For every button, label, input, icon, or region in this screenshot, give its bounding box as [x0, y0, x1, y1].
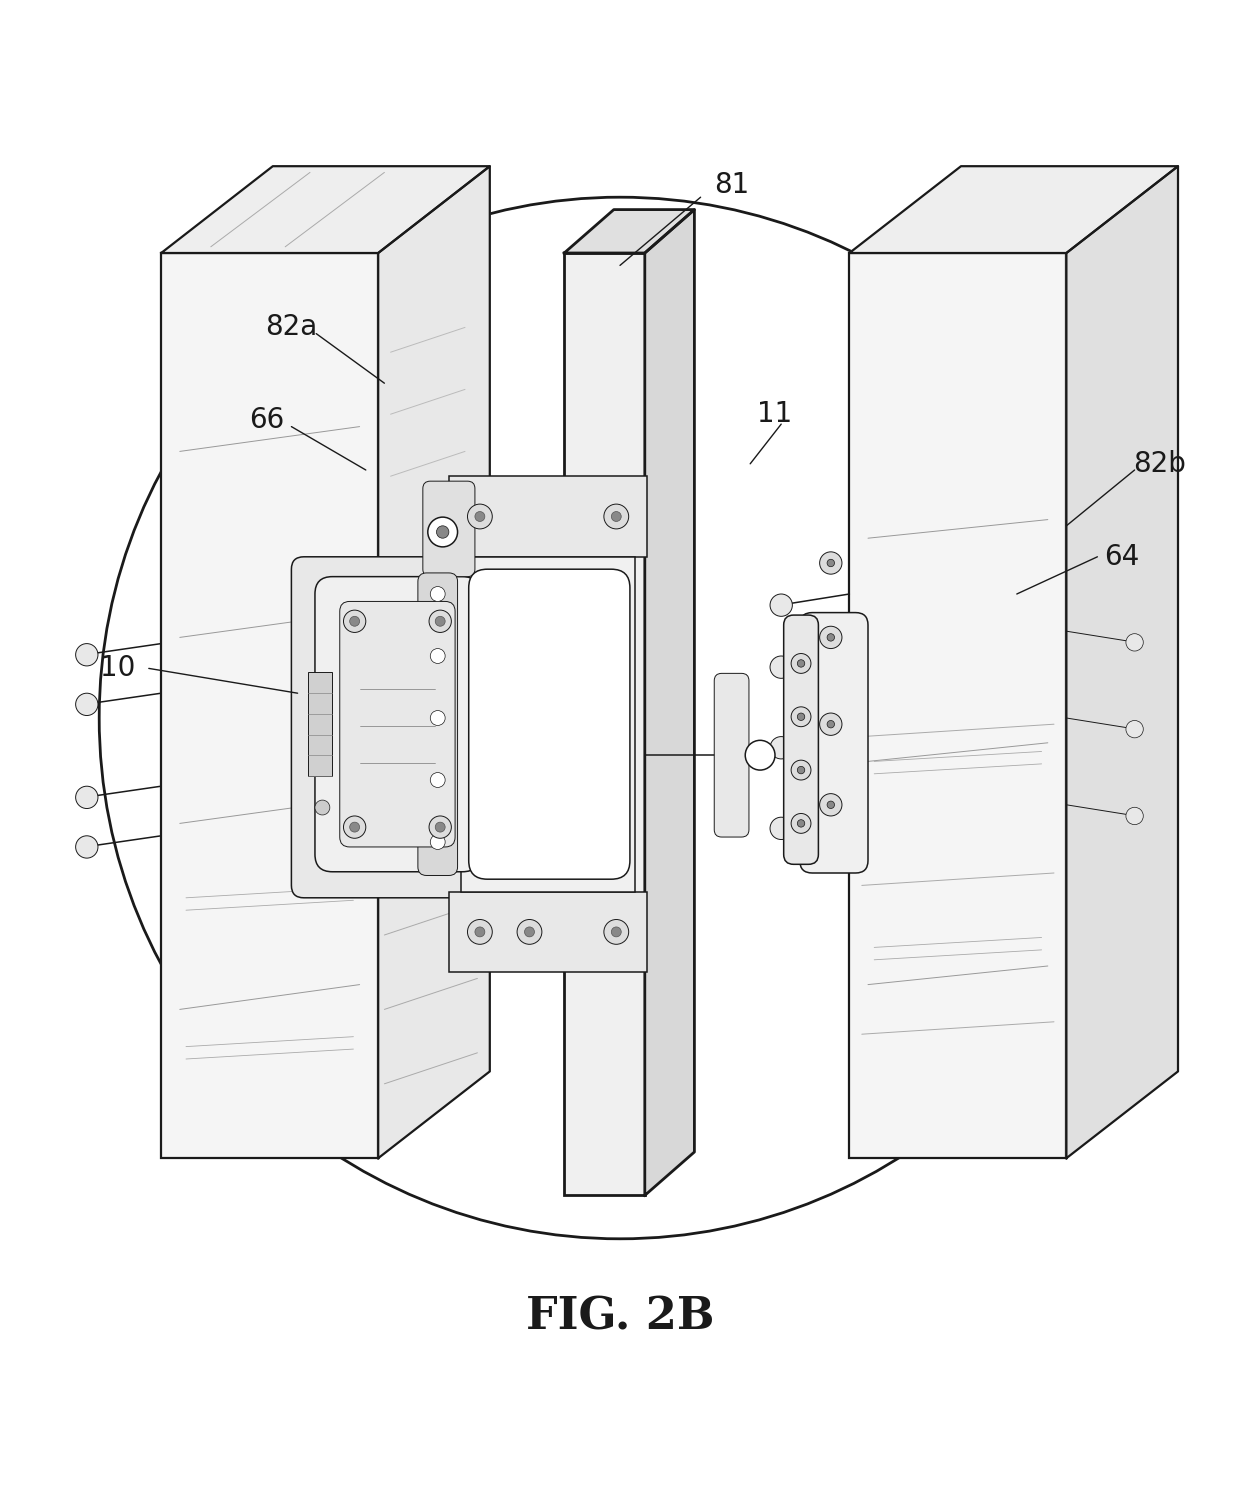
Circle shape — [430, 649, 445, 664]
Circle shape — [791, 707, 811, 727]
FancyBboxPatch shape — [714, 674, 749, 837]
Circle shape — [428, 517, 458, 547]
Circle shape — [435, 822, 445, 831]
Polygon shape — [378, 166, 490, 1158]
Circle shape — [475, 511, 485, 521]
Circle shape — [770, 737, 792, 759]
Circle shape — [820, 626, 842, 649]
Circle shape — [770, 595, 792, 616]
Circle shape — [1126, 807, 1143, 824]
Circle shape — [430, 773, 445, 788]
Circle shape — [475, 927, 485, 936]
Circle shape — [429, 610, 451, 632]
Circle shape — [797, 659, 805, 667]
Circle shape — [791, 813, 811, 833]
Circle shape — [604, 505, 629, 529]
Circle shape — [350, 616, 360, 626]
Circle shape — [430, 834, 445, 849]
Polygon shape — [161, 166, 490, 253]
Circle shape — [770, 818, 792, 839]
FancyBboxPatch shape — [340, 601, 455, 846]
Circle shape — [430, 587, 445, 601]
Text: 66: 66 — [249, 406, 284, 434]
Circle shape — [467, 920, 492, 944]
FancyBboxPatch shape — [469, 569, 630, 879]
FancyBboxPatch shape — [784, 616, 818, 864]
Circle shape — [99, 198, 1141, 1239]
Bar — [461, 557, 635, 891]
Circle shape — [430, 710, 445, 725]
Circle shape — [797, 819, 805, 827]
Polygon shape — [1066, 166, 1178, 1158]
FancyBboxPatch shape — [291, 557, 471, 897]
Circle shape — [797, 713, 805, 721]
Circle shape — [791, 653, 811, 674]
Bar — [849, 253, 1066, 1158]
Circle shape — [435, 616, 445, 626]
Bar — [449, 476, 647, 557]
Bar — [564, 253, 645, 1195]
Circle shape — [76, 836, 98, 858]
Circle shape — [1126, 634, 1143, 652]
Text: 10: 10 — [100, 655, 135, 683]
Text: 82b: 82b — [1133, 449, 1185, 478]
Circle shape — [343, 610, 366, 632]
FancyBboxPatch shape — [423, 481, 475, 577]
FancyBboxPatch shape — [800, 613, 868, 873]
Circle shape — [791, 759, 811, 780]
Bar — [308, 673, 332, 776]
Text: 64: 64 — [1105, 542, 1140, 571]
Polygon shape — [645, 210, 694, 1195]
Polygon shape — [849, 166, 1178, 253]
Text: 81: 81 — [714, 171, 749, 199]
Circle shape — [343, 816, 366, 839]
Circle shape — [827, 559, 835, 566]
Circle shape — [827, 801, 835, 809]
Circle shape — [76, 644, 98, 667]
Text: FIG. 2B: FIG. 2B — [526, 1296, 714, 1338]
Circle shape — [820, 713, 842, 736]
FancyBboxPatch shape — [315, 577, 480, 872]
Circle shape — [611, 511, 621, 521]
Circle shape — [827, 634, 835, 641]
Circle shape — [436, 526, 449, 538]
Circle shape — [745, 740, 775, 770]
Circle shape — [467, 505, 492, 529]
FancyBboxPatch shape — [418, 572, 458, 875]
Circle shape — [611, 927, 621, 936]
Circle shape — [1126, 721, 1143, 739]
Circle shape — [797, 767, 805, 774]
Circle shape — [770, 656, 792, 679]
Text: 11: 11 — [758, 400, 792, 428]
Circle shape — [525, 927, 534, 936]
Circle shape — [76, 786, 98, 809]
Text: 82a: 82a — [265, 313, 317, 342]
Circle shape — [604, 920, 629, 944]
Bar — [161, 253, 378, 1158]
Circle shape — [517, 920, 542, 944]
Circle shape — [820, 794, 842, 816]
Circle shape — [350, 822, 360, 831]
Circle shape — [827, 721, 835, 728]
Circle shape — [76, 694, 98, 716]
Circle shape — [820, 551, 842, 574]
Circle shape — [429, 816, 451, 839]
Bar — [449, 891, 647, 972]
Circle shape — [315, 800, 330, 815]
Polygon shape — [564, 210, 694, 253]
